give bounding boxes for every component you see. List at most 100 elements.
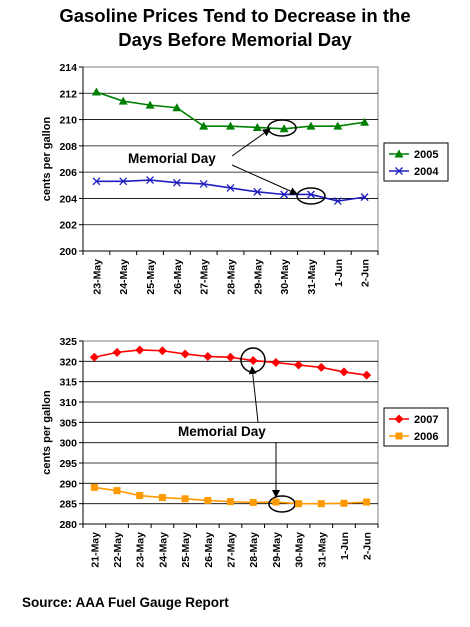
data-point-2006 <box>181 495 189 503</box>
data-point-2005 <box>118 96 128 105</box>
data-point-2007 <box>89 352 99 362</box>
data-point-2007 <box>135 345 145 355</box>
data-point-2005 <box>279 124 289 133</box>
legend-box <box>383 407 449 447</box>
data-point-2005 <box>226 121 235 130</box>
x-tick-label: 24-May <box>118 259 130 295</box>
highlight-circle <box>267 119 297 137</box>
x-tick-label: 1-Jun <box>333 259 345 287</box>
x-tick-label: 28-May <box>226 259 238 295</box>
legend-box <box>383 142 449 182</box>
x-tick-label: 26-May <box>172 259 184 295</box>
plot-area <box>82 66 379 252</box>
data-point-2006 <box>363 498 371 506</box>
data-point-2005 <box>199 121 209 130</box>
data-point-2004 <box>253 187 262 196</box>
data-point-2006 <box>227 498 234 506</box>
x-tick-label: 22-May <box>112 532 124 568</box>
x-tick-label: 23-May <box>135 532 147 568</box>
annotation-arrow <box>231 128 271 157</box>
legend-marker-2005 <box>394 149 404 158</box>
annotation-memorial-day: Memorial Day <box>178 424 266 439</box>
data-point-2006 <box>317 500 325 508</box>
data-point-2005 <box>91 87 101 96</box>
y-tick-label: 290 <box>59 478 77 490</box>
data-point-2006 <box>158 494 166 502</box>
data-point-2006 <box>113 487 121 495</box>
data-point-2007 <box>362 370 372 380</box>
y-tick-label: 214 <box>59 62 77 74</box>
x-tick-label: 31-May <box>306 259 318 295</box>
data-point-2004 <box>119 177 128 186</box>
data-point-2006 <box>295 500 303 508</box>
x-tick-label: 31-May <box>316 532 328 568</box>
x-tick-label: 2-Jun <box>360 259 372 287</box>
data-point-2007 <box>271 358 281 368</box>
legend-label-2006: 2006 <box>414 431 438 443</box>
data-point-2006 <box>204 496 212 504</box>
x-tick-label: 24-May <box>157 532 169 568</box>
legend-label-2005: 2005 <box>414 149 438 161</box>
data-point-2004 <box>226 183 235 192</box>
y-tick-label: 200 <box>59 246 77 258</box>
data-point-2004 <box>92 177 101 186</box>
x-tick-label: 2-Jun <box>362 532 374 560</box>
highlight-circle <box>296 187 326 205</box>
x-tick-label: 1-Jun <box>339 532 351 560</box>
data-point-2007 <box>112 347 122 357</box>
y-tick-label: 325 <box>59 336 77 348</box>
y-tick-label: 204 <box>59 193 77 205</box>
y-tick-label: 206 <box>59 167 77 179</box>
chart-2: 280 285 290 295 300 305 310 315 320 325 21-May 22-M… <box>41 336 449 568</box>
data-point-2006 <box>90 483 98 491</box>
x-tick-label: 30-May <box>279 259 291 295</box>
data-point-2006 <box>340 499 348 507</box>
y-tick-label: 315 <box>59 377 77 389</box>
legend: 2005 2004 <box>383 142 449 182</box>
data-point-2004 <box>306 190 315 199</box>
legend-marker-2006 <box>395 432 403 440</box>
data-point-2004 <box>280 190 289 199</box>
legend-marker-2004 <box>395 167 403 175</box>
data-point-2007 <box>180 349 190 359</box>
data-point-2007 <box>316 362 326 372</box>
y-tick-label: 285 <box>59 499 77 511</box>
x-tick-label: 25-May <box>145 259 157 295</box>
data-point-2005 <box>172 103 182 112</box>
data-point-2007 <box>339 367 349 377</box>
data-point-2007 <box>157 346 167 356</box>
x-tick-label: 21-May <box>89 532 101 568</box>
y-tick-label: 295 <box>59 458 77 470</box>
legend-label-2004: 2004 <box>414 166 439 178</box>
data-point-2005 <box>360 117 370 126</box>
y-axis-label: cents per gallon <box>41 117 53 202</box>
data-point-2007 <box>248 356 258 366</box>
y-axis-label: cents per gallon <box>41 390 53 475</box>
x-tick-label: 29-May <box>271 532 283 568</box>
data-point-2007 <box>294 360 304 370</box>
y-tick-label: 210 <box>59 115 77 127</box>
data-point-2005 <box>252 122 262 131</box>
x-tick-label: 30-May <box>294 532 306 568</box>
data-point-2006 <box>136 492 144 500</box>
data-point-2005 <box>333 121 343 130</box>
data-point-2004 <box>333 197 342 206</box>
data-point-2005 <box>306 121 316 130</box>
y-tick-label: 300 <box>59 438 77 450</box>
x-tick-label: 29-May <box>252 259 264 295</box>
y-tick-label: 305 <box>59 417 77 429</box>
x-tick-label: 27-May <box>226 532 238 568</box>
chart-1: 200 202 204 206 208 210 212 214 23-May 24-May 25-M… <box>41 62 449 295</box>
chart-title-line-1: Gasoline Prices Tend to Decrease in the <box>59 5 411 26</box>
x-tick-label: 25-May <box>180 532 192 568</box>
annotation-arrow <box>248 366 259 423</box>
annotation-arrow <box>231 164 298 195</box>
legend-label-2007: 2007 <box>414 414 438 426</box>
x-tick-label: 26-May <box>203 532 215 568</box>
annotation-memorial-day: Memorial Day <box>128 151 216 166</box>
data-point-2004 <box>146 176 155 184</box>
legend: 2007 2006 <box>383 407 449 447</box>
data-point-2007 <box>226 352 235 362</box>
legend-marker-2007 <box>394 414 404 424</box>
data-point-2004 <box>172 178 181 187</box>
